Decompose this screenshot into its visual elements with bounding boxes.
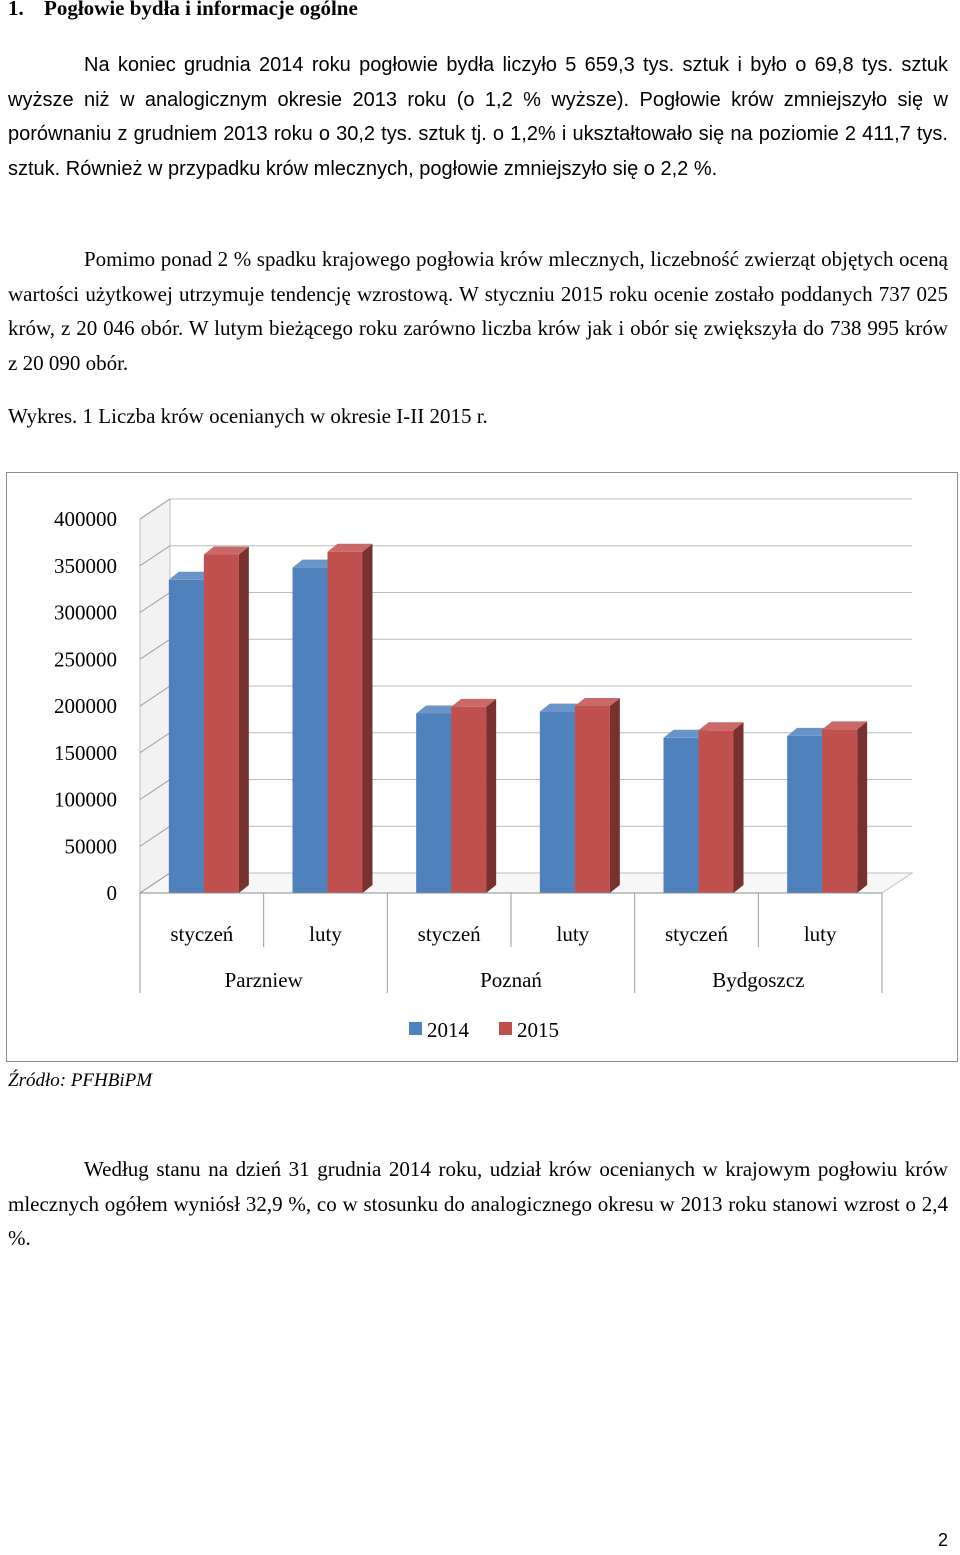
section-number: 1. [8, 0, 24, 20]
bar-chart: 0 50000 100000 150000 200000 250000 300000 3500… [54, 498, 914, 1042]
y-tick-label: 300000 [54, 601, 117, 625]
bar-2014-4 [539, 711, 575, 893]
gridline-depth [139, 685, 171, 707]
bar-2015-2 [327, 551, 363, 893]
x-group-label: Parzniew [225, 968, 304, 992]
legend-swatch-2015 [499, 1022, 512, 1035]
paragraph-2: Pomimo ponad 2 % spadku krajowego pogłow… [8, 242, 948, 380]
bar-2014-1 [168, 579, 204, 893]
chart-frame: 0 50000 100000 150000 200000 250000 300000 3500… [6, 472, 958, 1062]
bar-2014-5 [663, 737, 699, 893]
bar-2014-6 [787, 735, 823, 893]
y-tick-label: 400000 [54, 507, 117, 531]
bar-side-2015-4 [609, 698, 620, 893]
bar-2015-3 [451, 706, 487, 893]
bar-2015-1 [203, 554, 239, 893]
gridline-depth [139, 779, 171, 800]
x-category-label: styczeń [170, 922, 233, 946]
bar-2015-4 [574, 706, 610, 893]
bar-top-2014-3 [416, 705, 462, 714]
legend-label-2015: 2015 [517, 1018, 559, 1042]
bar-top-2015-1 [203, 546, 249, 555]
y-tick-label: 50000 [65, 834, 118, 858]
x-group-label: Bydgoszcz [712, 968, 804, 992]
legend-label-2014: 2014 [427, 1018, 470, 1042]
x-category-label: styczeń [665, 922, 728, 946]
gridline-depth [139, 592, 171, 613]
bar-top-2015-2 [327, 543, 373, 552]
y-tick-label: 200000 [54, 694, 117, 718]
paragraph-3: Według stanu na dzień 31 grudnia 2014 ro… [8, 1152, 948, 1256]
bar-side-2015-3 [486, 698, 497, 893]
gridline-depth [139, 872, 171, 894]
x-category-label: styczeń [418, 922, 481, 946]
bar-top-2014-2 [292, 559, 338, 568]
gridline-depth [139, 498, 171, 520]
bar-top-2015-4 [574, 698, 620, 706]
bar-side-2015-6 [857, 721, 868, 893]
gridline-depth [139, 732, 171, 754]
page-number: 2 [937, 1530, 948, 1550]
x-category-label: luty [556, 922, 589, 946]
gridline-depth [139, 545, 171, 567]
x-group-label: Poznań [480, 968, 542, 992]
paragraph-2-text: Pomimo ponad 2 % spadku krajowego pogłow… [8, 247, 948, 375]
section-title: Pogłowie bydła i informacje ogólne [44, 0, 358, 20]
paragraph-3-text: Według stanu na dzień 31 grudnia 2014 ro… [8, 1157, 948, 1250]
bar-2014-3 [416, 713, 452, 893]
section-heading: 1. Pogłowie bydła i informacje ogólne [8, 0, 358, 21]
chart-caption: Wykres. 1 Liczba krów ocenianych w okres… [8, 404, 488, 428]
bar-side-2015-5 [733, 722, 744, 893]
y-tick-label: 150000 [54, 741, 117, 765]
bar-top-2015-3 [451, 698, 497, 707]
paragraph-1-text: Na koniec grudnia 2014 roku pogłowie byd… [8, 54, 948, 180]
y-tick-label: 350000 [54, 554, 117, 578]
bar-top-2014-6 [787, 727, 833, 736]
legend-swatch-2014 [409, 1022, 422, 1035]
paragraph-1: Na koniec grudnia 2014 roku pogłowie byd… [8, 48, 948, 186]
gridline-depth [139, 825, 171, 847]
source-note: Źródło: PFHBiPM [8, 1070, 153, 1091]
bar-top-2014-5 [663, 729, 709, 738]
y-tick-label: 250000 [54, 647, 117, 671]
x-category-label: luty [804, 922, 837, 946]
bar-side-2015-2 [362, 543, 373, 893]
bar-top-2014-4 [539, 703, 585, 712]
x-category-label: luty [309, 922, 342, 946]
bar-top-2015-6 [822, 721, 868, 730]
bar-2015-5 [698, 730, 734, 893]
bar-top-2015-5 [698, 722, 744, 731]
bar-2015-6 [822, 729, 858, 893]
bar-top-2014-1 [168, 571, 214, 580]
bar-2014-2 [292, 567, 328, 893]
y-tick-label: 100000 [54, 788, 117, 812]
gridline-depth [139, 638, 171, 660]
bar-side-2015-1 [238, 546, 249, 893]
y-tick-label: 0 [107, 881, 118, 905]
